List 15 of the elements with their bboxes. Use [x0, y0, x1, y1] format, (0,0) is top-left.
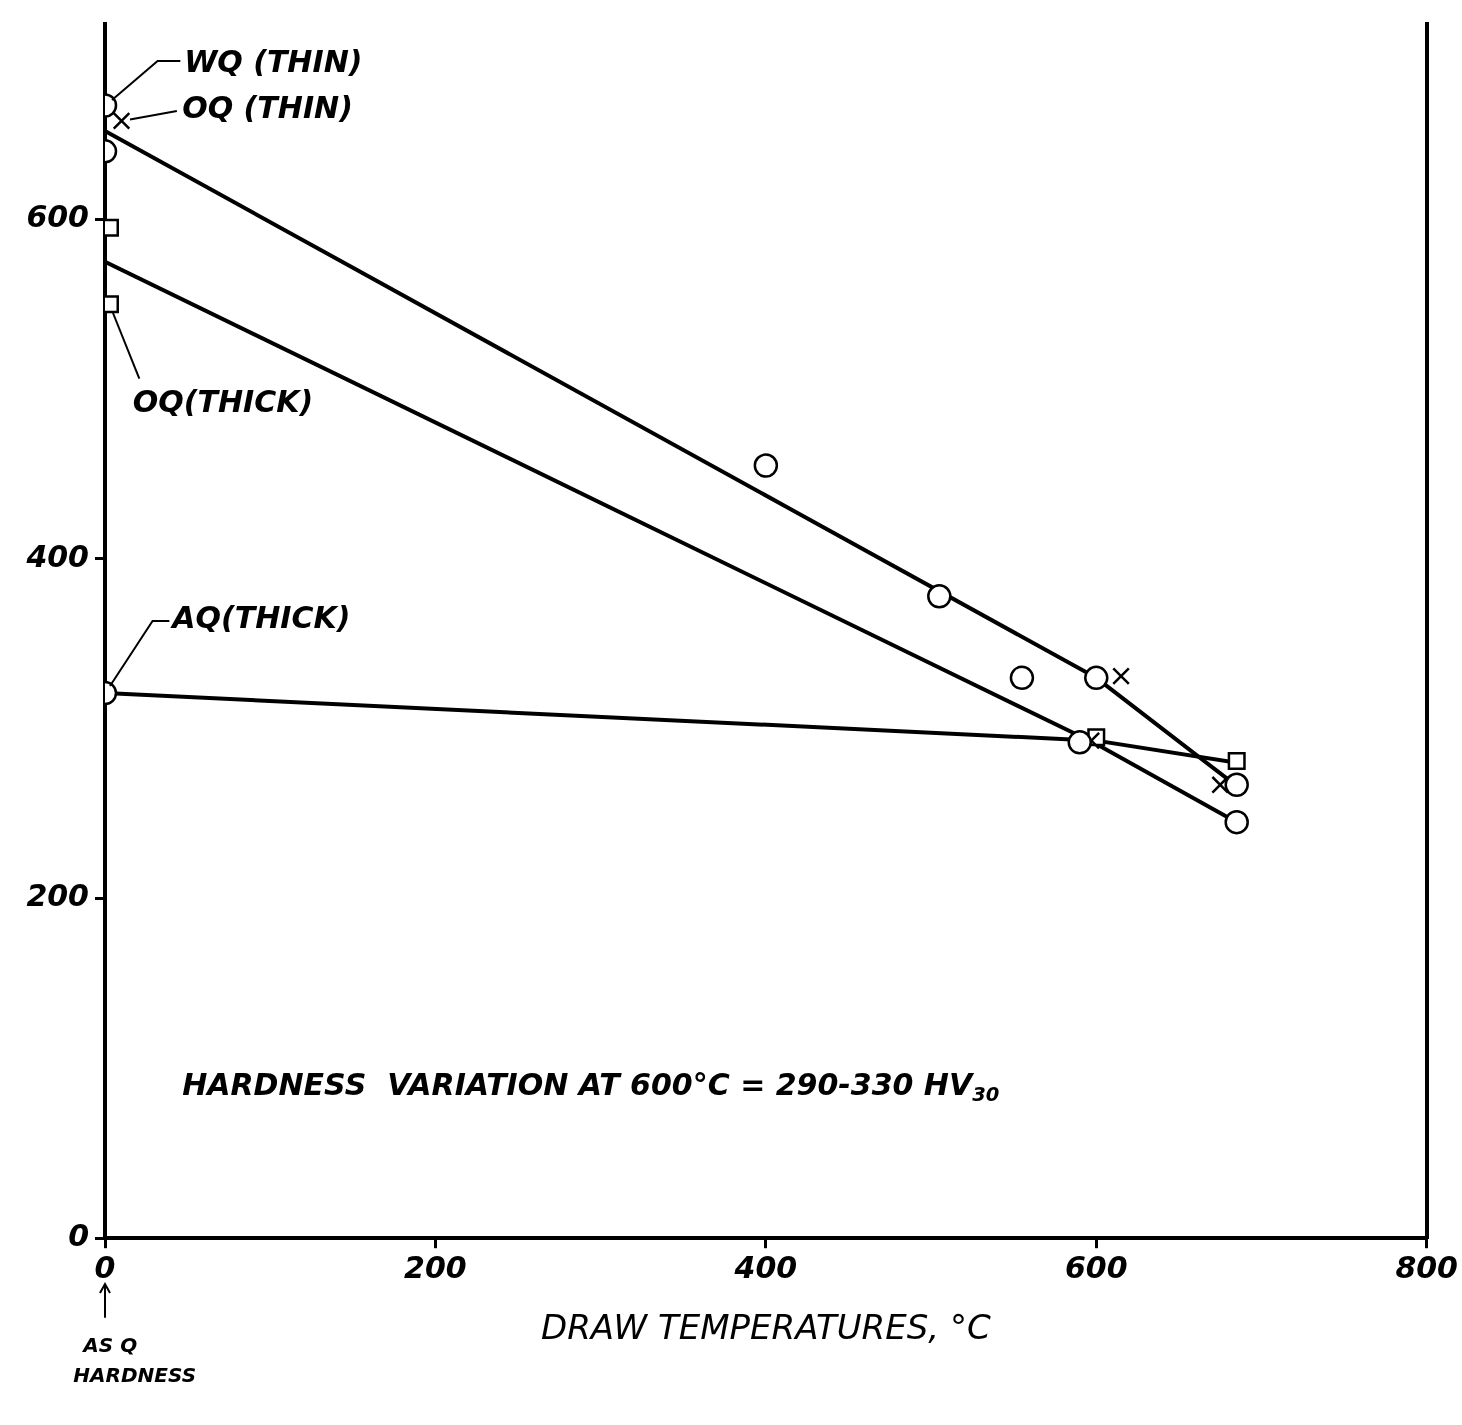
- annotation: OQ (THIN): [182, 90, 353, 126]
- x-tick-label: 400: [733, 1250, 798, 1285]
- y-tick-label: 0: [68, 1218, 89, 1253]
- x-tick-label: 0: [94, 1250, 116, 1285]
- annotation: AQ(THICK): [170, 600, 351, 636]
- y-tick-label: 200: [26, 878, 89, 914]
- x-tick-label: 200: [404, 1250, 467, 1285]
- x-tick-label: 600: [1064, 1250, 1128, 1285]
- x-tick-label: 800: [1395, 1250, 1458, 1285]
- annotation: OQ(THICK): [132, 383, 314, 419]
- y-tick-label: 400: [25, 538, 89, 574]
- text: AS Q HARDNESS: [73, 1333, 197, 1388]
- annotation: WQ (THIN): [184, 44, 363, 80]
- x-axis-title: DRAW TEMPERATURES, °C: [541, 1307, 991, 1348]
- y-tick-label: 600: [26, 199, 89, 235]
